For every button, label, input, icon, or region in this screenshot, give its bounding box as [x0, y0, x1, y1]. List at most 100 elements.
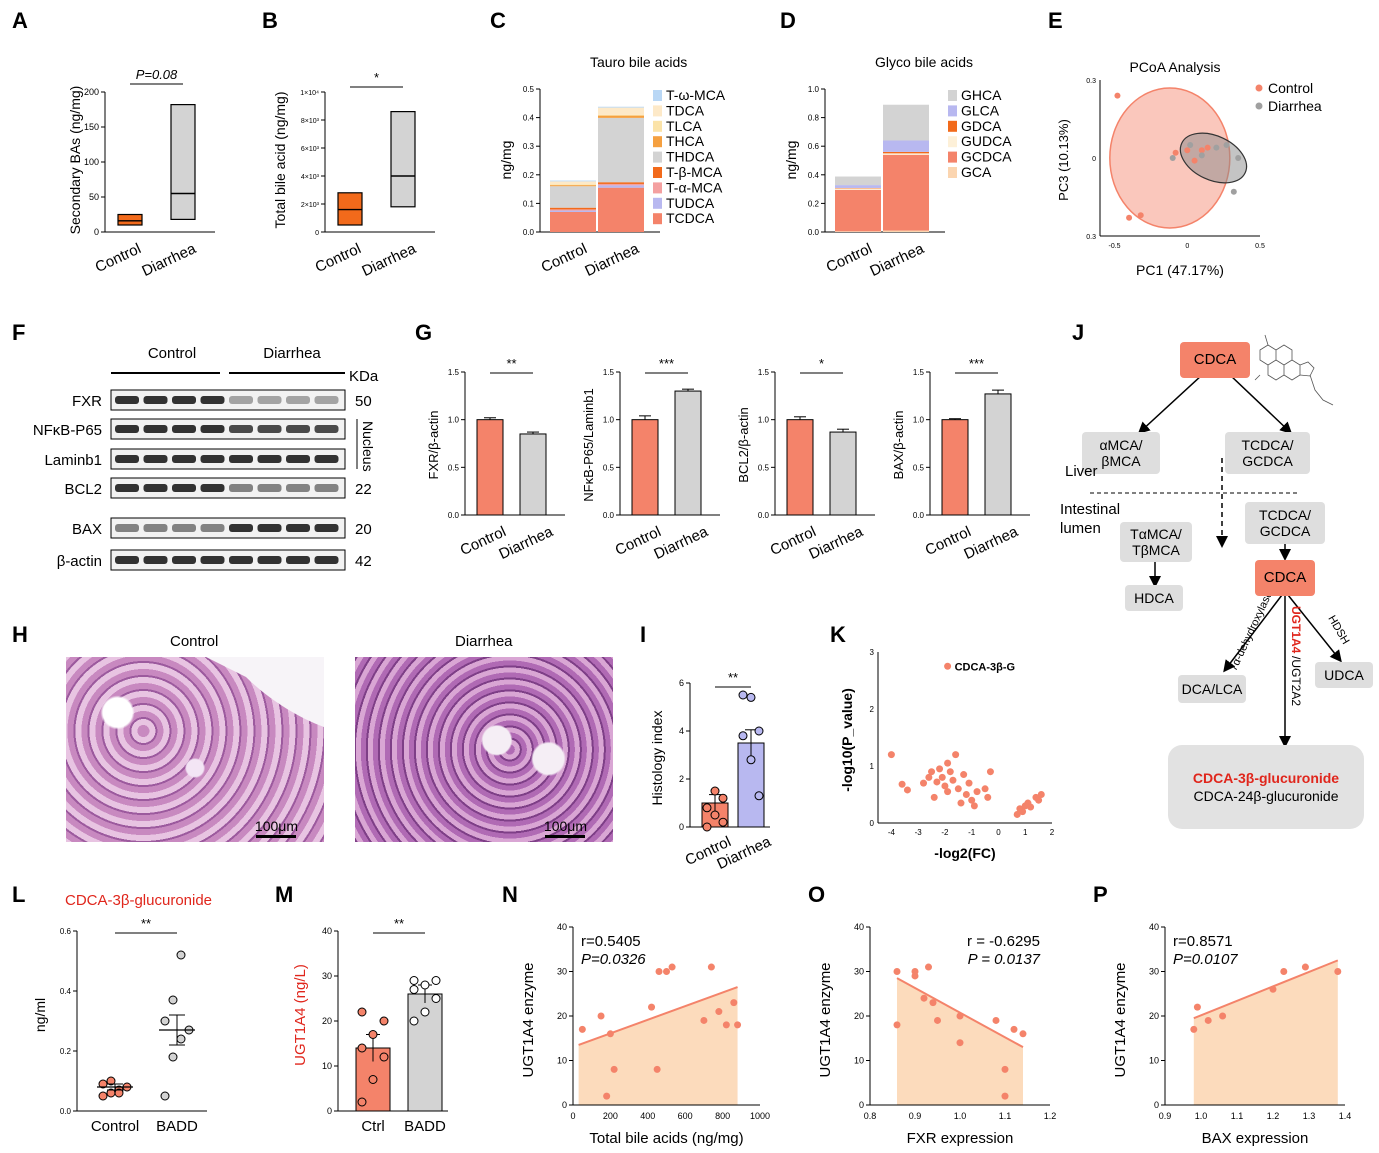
m-y-tick-label: 10	[322, 1061, 332, 1071]
svgO-y-tick-label: 40	[854, 922, 864, 932]
svgD-bar-glca-0	[835, 185, 881, 188]
svgC-legend-label: TDCA	[666, 102, 705, 118]
svgN-y-tick-label: 0	[562, 1100, 567, 1110]
svgN-point	[606, 1030, 614, 1038]
svgD-category-label: Diarrhea	[867, 240, 927, 280]
g1-y-tick-label: 0.5	[603, 463, 615, 472]
svgO-y-tick-label: 20	[854, 1011, 864, 1021]
svgD-bar-ghca-0	[835, 176, 881, 186]
m-point	[368, 1075, 378, 1084]
k-point	[1027, 803, 1035, 811]
svgB-box-control	[337, 192, 363, 226]
k-x-tick-label: -2	[941, 828, 949, 837]
histology-diarrhea-image: 100μm	[355, 657, 613, 842]
k-point	[973, 788, 981, 796]
svgC-bar-t-α-mca-0	[550, 209, 596, 211]
svgC-bar-thdca-0	[550, 186, 596, 208]
svgC-bar-tlca-1	[598, 114, 644, 116]
k-point	[944, 662, 952, 670]
svgD-legend-swatch	[948, 120, 957, 132]
svgA-box-control	[117, 213, 143, 226]
blot-band	[172, 484, 196, 492]
k-point	[986, 768, 994, 776]
i-point	[702, 803, 712, 813]
svgC-bar-t-ω-mca-0	[550, 180, 596, 182]
svgB-y-tick-label: 6×10³	[301, 146, 320, 153]
svgC-title: Tauro bile acids	[590, 54, 687, 70]
k-point	[903, 786, 911, 794]
svgB-y-tick-label: 4×10³	[301, 174, 320, 181]
svgC-bar-t-β-mca-0	[550, 207, 596, 210]
m-y-tick-label: 30	[322, 971, 332, 981]
pcoa-point-diarrhea	[1235, 155, 1242, 161]
svgC-y-tick-label: 0.0	[523, 228, 535, 237]
g2-y-tick-label: 1.5	[758, 368, 770, 377]
svgO-point	[893, 968, 901, 975]
blot-band	[257, 396, 282, 404]
svgD-legend-label: GCDCA	[961, 149, 1012, 165]
svgN-point	[648, 1003, 656, 1011]
svgN-y-tick-label: 20	[557, 1011, 567, 1021]
svgC-bar-thca-0	[550, 185, 596, 187]
svgP-point	[1219, 1012, 1227, 1020]
svgA-y-tick-label: 100	[84, 157, 99, 167]
k-x-tick-label: -4	[888, 828, 896, 837]
svgN-point	[668, 963, 676, 971]
label-liver: Liver	[1065, 463, 1098, 480]
panel-label-n: N	[502, 882, 518, 907]
svgD-bar-gcdca-0	[835, 189, 881, 232]
svgN-x-tick-label: 200	[603, 1111, 618, 1121]
blot-band	[200, 556, 225, 564]
g1-y-label: NFκB-P65/Laminb1	[581, 388, 596, 501]
pcoa-point-control	[1204, 144, 1211, 151]
blot-band	[257, 484, 282, 492]
scale-bar-control: 100μm	[254, 818, 298, 834]
m-significance-label: **	[394, 916, 404, 931]
blot-band	[229, 455, 253, 463]
blot-band	[314, 455, 339, 463]
g3-y-tick-label: 0.5	[913, 463, 925, 472]
blot-kda-value: 50	[355, 393, 372, 410]
svgN-point	[734, 1021, 742, 1029]
i-point	[738, 690, 748, 700]
i-point	[702, 822, 712, 832]
k-point	[944, 788, 952, 796]
pcoa-point-diarrhea	[1223, 142, 1230, 148]
blot-kda-label: KDa	[349, 368, 379, 385]
svgD-legend-swatch	[948, 90, 957, 101]
svgB-category-label: Control	[313, 240, 364, 276]
svgA-y-tick-label: 50	[89, 192, 99, 202]
scale-bar-diarrhea: 100μm	[543, 818, 587, 834]
blot-band	[143, 455, 168, 463]
svgP-y-tick-label: 20	[1149, 1011, 1159, 1021]
l-point	[168, 995, 178, 1005]
svgP-fit-area	[1193, 960, 1338, 1105]
svgN-x-label: Total bile acids (ng/mg)	[589, 1130, 743, 1147]
g3-y-tick-label: 1.5	[913, 368, 925, 377]
i-y-tick-label: 6	[679, 678, 684, 688]
k-point	[941, 782, 949, 790]
svgN-r-value: r=0.5405	[581, 933, 641, 950]
svgN-point	[597, 1012, 605, 1020]
svgC-legend-swatch	[653, 167, 662, 178]
svgP-x-tick-label: 0.9	[1159, 1111, 1172, 1121]
blot-band	[286, 524, 310, 532]
k-point	[1037, 791, 1045, 798]
svgA-category-label: Diarrhea	[139, 240, 199, 280]
svgC-bar-t-β-mca-1	[598, 182, 644, 184]
node-cdca-mid: CDCA	[1255, 560, 1315, 596]
m-y-tick-label: 40	[322, 926, 332, 936]
svgC-bar-tudca-0	[550, 210, 596, 212]
g1-bar-1	[674, 390, 702, 516]
pcoa-point-diarrhea	[1198, 152, 1205, 159]
k-x-label: -log2(FC)	[934, 845, 995, 861]
svgP-x-tick-label: 1.3	[1303, 1111, 1316, 1121]
blot-band	[143, 556, 168, 564]
svgA-y-tick-label: 200	[84, 87, 99, 97]
node-hdca: HDCA	[1125, 585, 1183, 611]
m-point	[431, 994, 441, 1003]
l-y-tick-label: 0.0	[60, 1107, 72, 1116]
blot-band	[314, 556, 339, 564]
